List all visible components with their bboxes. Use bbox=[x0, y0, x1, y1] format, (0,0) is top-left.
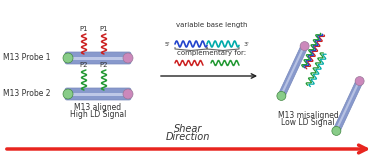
Text: High LD Signal: High LD Signal bbox=[70, 110, 126, 119]
Text: 3': 3' bbox=[244, 42, 250, 46]
Circle shape bbox=[277, 91, 286, 100]
FancyBboxPatch shape bbox=[71, 93, 125, 96]
FancyBboxPatch shape bbox=[71, 57, 125, 60]
Text: Shear: Shear bbox=[174, 124, 202, 134]
Text: P1: P1 bbox=[80, 26, 88, 32]
Polygon shape bbox=[336, 83, 359, 129]
Circle shape bbox=[123, 89, 133, 99]
Circle shape bbox=[63, 53, 73, 63]
Circle shape bbox=[332, 126, 341, 135]
Text: Direction: Direction bbox=[166, 132, 210, 142]
Text: 5': 5' bbox=[164, 42, 170, 46]
FancyBboxPatch shape bbox=[65, 52, 131, 64]
Text: P2: P2 bbox=[80, 62, 88, 68]
Polygon shape bbox=[333, 80, 363, 132]
Polygon shape bbox=[278, 45, 308, 97]
Circle shape bbox=[63, 89, 73, 99]
Circle shape bbox=[355, 77, 364, 86]
Text: complementary for:: complementary for: bbox=[177, 50, 246, 56]
Text: variable base length: variable base length bbox=[176, 22, 248, 28]
Text: M13 Probe 1: M13 Probe 1 bbox=[3, 53, 51, 63]
Text: M13 misaligned: M13 misaligned bbox=[277, 111, 338, 120]
Text: M13 aligned: M13 aligned bbox=[74, 103, 122, 112]
Text: P2: P2 bbox=[100, 62, 108, 68]
Circle shape bbox=[123, 53, 133, 63]
Text: Low LD Signal: Low LD Signal bbox=[281, 118, 335, 127]
Polygon shape bbox=[281, 48, 304, 94]
Text: P1: P1 bbox=[100, 26, 108, 32]
Text: M13 Probe 2: M13 Probe 2 bbox=[3, 89, 51, 98]
FancyBboxPatch shape bbox=[65, 88, 131, 100]
Circle shape bbox=[300, 42, 309, 51]
